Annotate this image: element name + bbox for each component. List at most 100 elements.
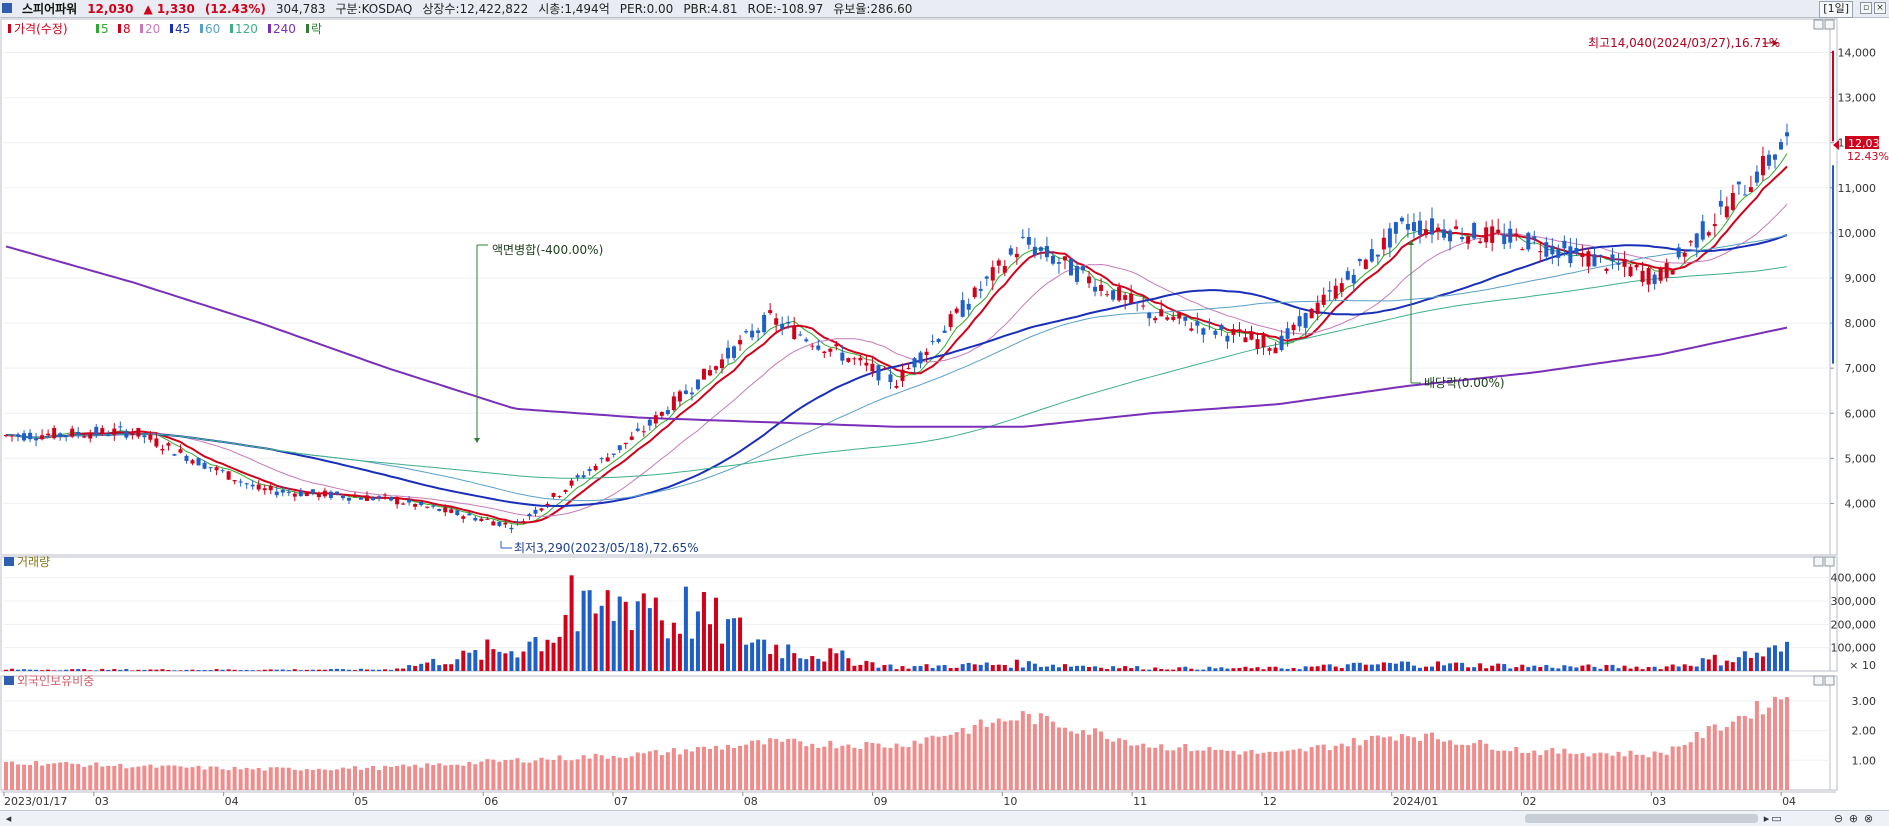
foreign-bar [1225,750,1230,790]
zoom-in-icon[interactable]: ⊕ [1848,812,1859,825]
volume-bar [804,659,809,671]
candle-body [1135,302,1140,304]
zoom-slider-icon[interactable]: ▭ [1771,812,1782,825]
candle-body [1153,317,1158,321]
volume-bar [244,669,249,671]
candle-body [563,489,568,493]
zoom-reset-icon[interactable]: ⊗ [1863,812,1874,825]
volume-bar [1688,665,1693,671]
volume-bar [599,605,604,671]
candle-body [1165,317,1170,320]
candle-body [1255,339,1260,349]
foreign-tick-label: 3.00 [1852,695,1877,708]
foreign-bar [1622,756,1627,790]
close-icon[interactable]: × [1874,2,1886,14]
volume-bar [340,669,345,671]
ma-legend-swatch [140,24,143,33]
volume-bar [870,662,875,671]
candle-body [1309,308,1314,319]
foreign-bar [280,767,285,790]
zoom-out-icon[interactable]: ⊖ [1833,812,1844,825]
volume-bar [64,669,69,671]
foreign-bar [1544,750,1549,790]
annotations: 액면병합(-400.00%) 배당락(0.00%) 최고14,040(2024/… [474,36,1889,555]
candle-body [1399,217,1404,222]
period-selector[interactable]: [1일] [1819,1,1853,18]
pbr-value: PBR:4.81 [683,1,738,16]
volume-bar [1129,668,1134,671]
candle-body [1177,313,1182,319]
foreign-bar [713,745,718,790]
candle-body [1393,222,1398,234]
foreign-bar [617,757,622,790]
price-panel-close-icon[interactable] [1824,19,1835,30]
candle-body [942,330,947,333]
ma-legend-label: 20 [145,22,160,36]
volume-bar [413,665,418,671]
foreign-bar [28,764,33,790]
volume-bar [1766,647,1771,671]
foreign-bar [88,765,93,790]
candle-body [605,457,610,462]
volume-panel-minimize-icon[interactable] [1813,556,1824,567]
candle-body [1285,328,1290,339]
price-legend-swatch [8,24,11,33]
volume-panel-icon[interactable] [4,557,14,566]
candle-body [1008,248,1013,255]
candle-body [707,370,712,376]
volume-bar [581,590,586,671]
foreign-bar [419,767,424,790]
foreign-bar [563,760,568,790]
foreign-bar [1381,737,1386,790]
volume-bar [352,670,357,671]
chart-scrollbar[interactable]: ◂ ▸ ▭ ⊖ ⊕ ⊗ [0,810,1889,826]
volume-bar [40,670,45,671]
candle-body [1417,220,1422,235]
volume-bar [1357,662,1362,671]
candle-body [4,435,8,437]
candle-body [1460,237,1465,240]
candle-body [1225,335,1230,342]
foreign-panel-icon[interactable] [4,676,14,685]
scroll-right-icon[interactable]: ▸ [1763,812,1770,825]
price-panel-minimize-icon[interactable] [1813,19,1824,30]
volume-bar [1087,667,1092,671]
candle-body [1682,252,1687,257]
volume-bar [76,669,81,671]
volume-panel-close-icon[interactable] [1824,556,1835,567]
volume-bar [1093,666,1098,671]
volume-bar [756,639,761,671]
volume-bar [1165,669,1170,671]
volume-bar [172,670,177,671]
foreign-panel-close-icon[interactable] [1824,675,1835,686]
volume-bar [1147,669,1152,671]
candle-body [16,434,21,437]
foreign-bar [1478,739,1483,790]
candle-body [419,501,424,506]
date-tick-label: 12 [1263,795,1277,808]
chart-settings-icon[interactable] [2,3,12,13]
stock-name[interactable]: 스피어파워 [22,2,78,16]
volume-bar [942,665,947,671]
candle-body [762,315,767,333]
foreign-panel-minimize-icon[interactable] [1813,675,1824,686]
candle-body [593,465,598,471]
volume-bar [701,591,706,671]
foreign-bar [918,743,923,790]
ma-legend-label: 45 [175,22,190,36]
foreign-bar [1105,739,1110,790]
candle-body [322,490,327,497]
minimize-icon[interactable]: ▫ [1860,2,1872,14]
volume-bar [1309,666,1314,671]
foreign-bar [1075,733,1080,790]
price-tick-label: 14,000 [1838,47,1877,60]
scrollbar-thumb[interactable] [1525,814,1758,823]
foreign-bar [208,766,213,790]
candle-body [1694,233,1699,248]
scroll-left-icon[interactable]: ◂ [5,812,12,825]
candle-body [473,517,478,521]
volume-bar [984,662,989,671]
candle-body [1640,270,1645,283]
foreign-bar [720,749,725,790]
